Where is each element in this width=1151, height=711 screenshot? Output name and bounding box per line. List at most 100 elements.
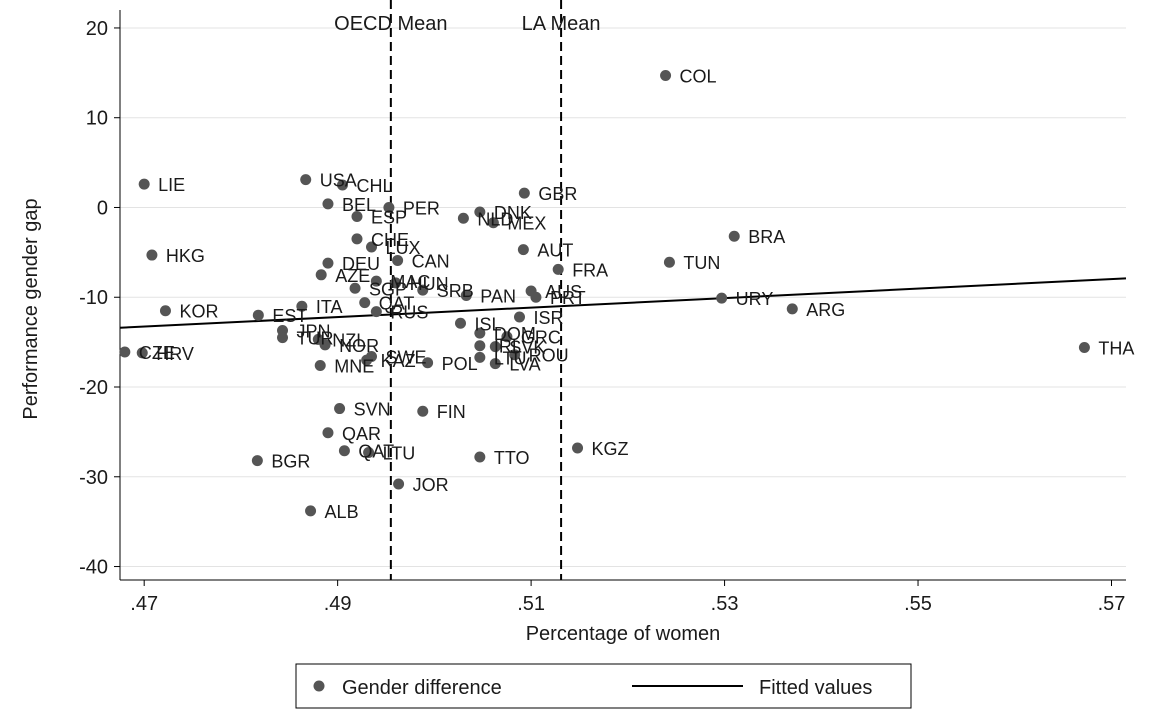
data-point [513, 311, 525, 323]
data-point-label: BRA [748, 227, 785, 247]
data-point-label: KAZ [381, 351, 416, 371]
data-point-label: BEL [342, 195, 376, 215]
data-point-label: NOR [339, 336, 379, 356]
data-point [363, 447, 375, 459]
data-point [393, 478, 405, 490]
data-point [370, 306, 382, 318]
data-point [305, 505, 317, 517]
data-point [392, 254, 404, 266]
data-point [351, 210, 363, 222]
data-point-label: ROU [529, 346, 569, 366]
data-point [334, 403, 346, 415]
data-point-label: COL [680, 67, 717, 87]
data-point [489, 358, 501, 370]
data-point-label: HRV [156, 344, 194, 364]
y-tick-label: -10 [79, 287, 108, 309]
data-point [146, 249, 158, 261]
x-tick-label: .55 [904, 593, 932, 615]
fitted-line [119, 277, 1127, 329]
data-point [336, 179, 348, 191]
x-tick-label: .53 [711, 593, 739, 615]
data-point-label: MNE [334, 356, 374, 376]
data-point-label: FRA [572, 260, 608, 280]
legend-label-gender-difference: Gender difference [342, 677, 502, 699]
gridlines [120, 27, 1126, 568]
data-point-label: TUR [297, 329, 334, 349]
data-point [322, 257, 334, 269]
reference-line-label: LA Mean [522, 13, 601, 35]
data-point-label: SGP [369, 279, 407, 299]
data-point [474, 327, 486, 339]
ticks: 20 10 0 -10 -20 -30 -40 .47 .49 .51 .53 .55 .57 [79, 18, 1125, 615]
data-point-label: MEX [507, 214, 546, 234]
data-point [315, 269, 327, 281]
y-axis-title: Performance gender gap [20, 198, 42, 419]
data-point [474, 351, 486, 363]
data-point-label: TUN [683, 253, 720, 273]
data-point-label: LTU [383, 444, 416, 464]
reference-line-label: OECD Mean [334, 13, 447, 35]
data-point [322, 198, 334, 210]
data-point [366, 241, 377, 253]
data-point [518, 187, 530, 199]
data-point [474, 340, 486, 352]
data-point [457, 212, 469, 224]
x-tick-label: .57 [1098, 593, 1126, 615]
data-point-label: ISL [474, 314, 501, 334]
data-point-label: KOR [179, 302, 218, 322]
data-point-label: LVA [509, 355, 540, 375]
fitted-line-group [119, 277, 1127, 329]
data-point [383, 201, 395, 213]
data-point-label: USA [320, 171, 357, 191]
data-point-label: CZE [139, 343, 175, 363]
data-point [474, 451, 486, 463]
data-point [314, 359, 326, 371]
y-tick-label: -30 [79, 467, 108, 489]
data-point [460, 289, 472, 301]
y-tick-label: 10 [86, 108, 108, 130]
data-point [296, 300, 308, 312]
data-point [501, 331, 513, 343]
data-point-label: DNK [494, 203, 532, 223]
data-point-label: AZE [335, 266, 370, 286]
data-point [338, 445, 350, 457]
data-point-label: JPN [297, 321, 331, 341]
data-point [136, 347, 148, 359]
data-point-label: PRT [550, 288, 586, 308]
data-point [509, 349, 521, 361]
data-point [786, 303, 798, 315]
data-point-label: FIN [437, 402, 466, 422]
data-point [417, 405, 429, 417]
data-point-label: MAC [390, 272, 430, 292]
y-tick-label: -40 [79, 557, 108, 579]
data-point [319, 339, 331, 351]
data-point-label: JOR [413, 475, 449, 495]
data-point-label: BGR [271, 452, 310, 472]
data-point-label: KGZ [592, 439, 629, 459]
x-axis-title: Percentage of women [526, 623, 721, 645]
data-point-label: NZL [332, 330, 366, 350]
data-point-label: SVN [354, 400, 391, 420]
data-point-label: DOM [494, 324, 536, 344]
data-point-label: THA [1098, 339, 1134, 359]
data-point-label: NLD [477, 209, 513, 229]
data-point-label: ESP [371, 207, 407, 227]
data-point [517, 244, 529, 256]
data-point [530, 291, 542, 303]
data-point [552, 263, 564, 275]
data-point-label: CAN [412, 251, 450, 271]
y-tick-label: 20 [86, 18, 108, 40]
data-point-label: GRC [521, 328, 561, 348]
x-tick-label: .51 [517, 593, 545, 615]
data-point-label: RUS [390, 303, 428, 323]
data-point [300, 174, 312, 186]
data-point-label: AUS [545, 282, 582, 302]
data-point-label: CHL [356, 176, 392, 196]
data-point-label: ITA [316, 297, 343, 317]
axes [119, 10, 1126, 581]
reference-lines: OECD Mean LA Mean [334, 0, 601, 580]
data-point-label: LIE [158, 175, 185, 195]
